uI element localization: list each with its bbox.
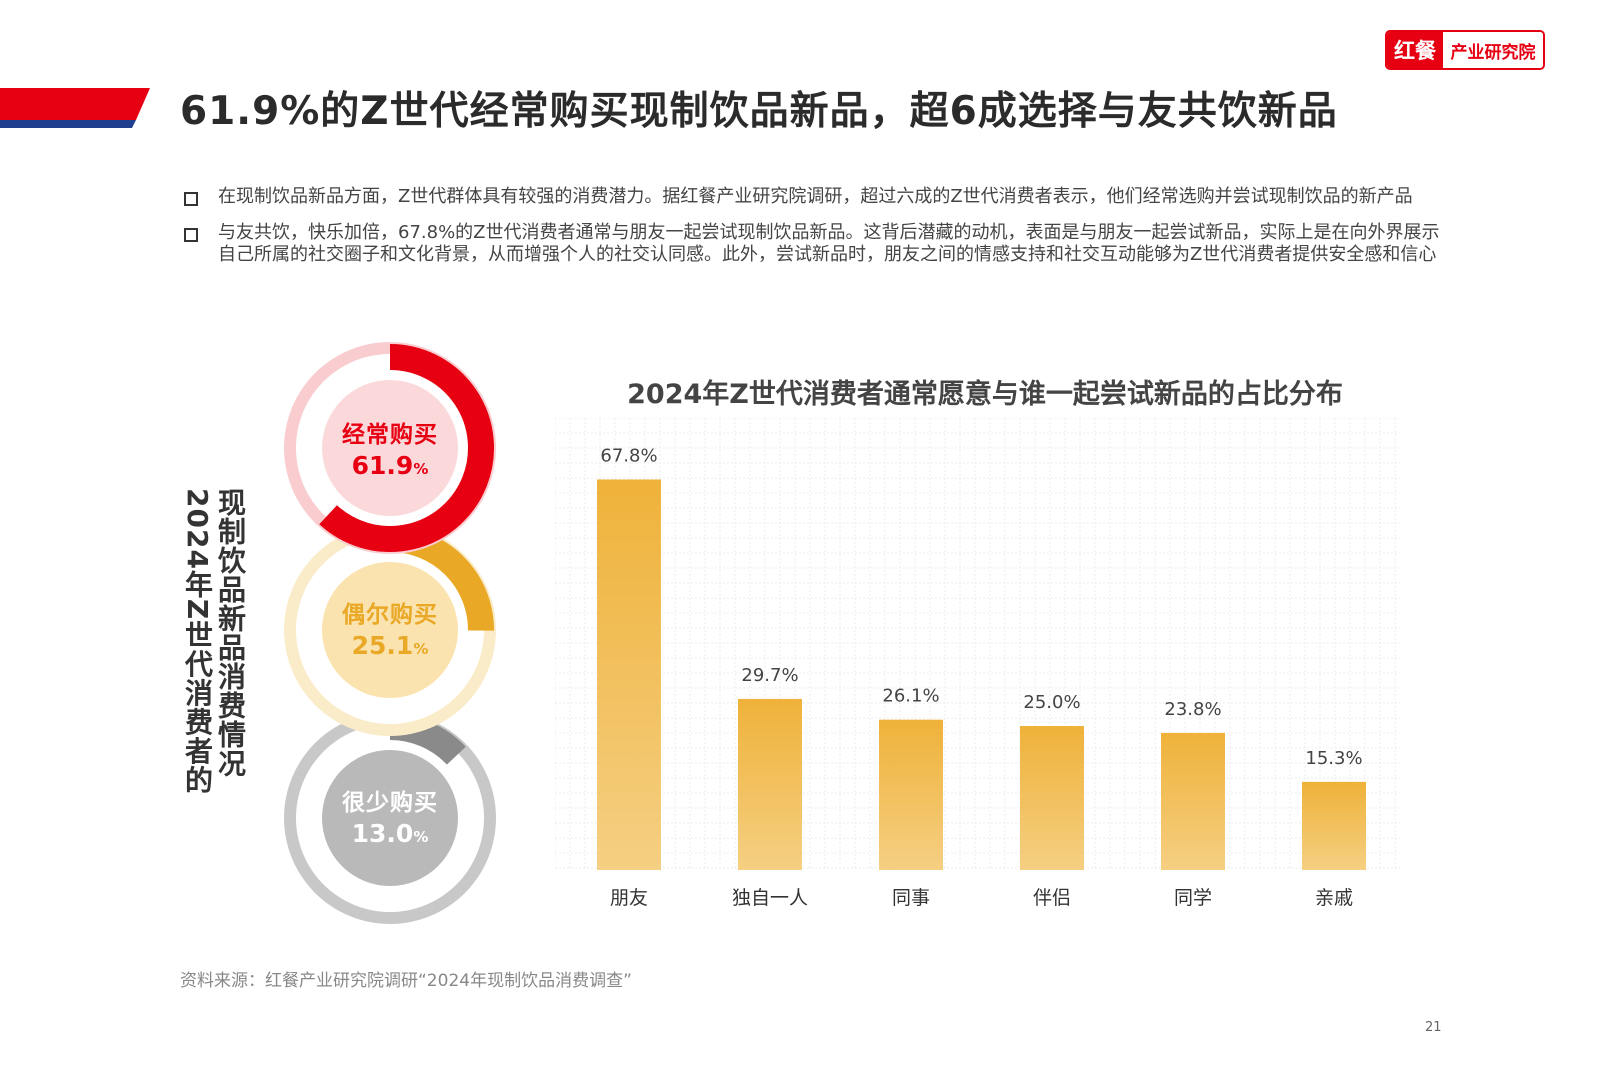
- logo-text: 产业研究院: [1443, 32, 1543, 68]
- donut-value: 13.0%: [280, 819, 500, 848]
- bullet-list: 在现制饮品新品方面，Z世代群体具有较强的消费潜力。据红餐产业研究院调研，超过六成…: [180, 186, 1440, 280]
- bar-value-label: 25.0%: [1023, 692, 1080, 713]
- donut-stack: 经常购买 61.9% 偶尔购买 25.1% 很少购买 13.0%: [280, 340, 500, 930]
- bar-value-label: 26.1%: [882, 686, 939, 707]
- donut-value: 61.9%: [280, 451, 500, 480]
- bar-0: [597, 479, 661, 870]
- page-number: 21: [1425, 1020, 1442, 1035]
- donut-label-rare: 很少购买 13.0%: [280, 783, 500, 848]
- logo-mark: 红餐: [1387, 32, 1443, 68]
- bar-5: [1302, 781, 1366, 870]
- x-tick-label: 亲戚: [1315, 887, 1353, 909]
- donut-value-unit: %: [413, 640, 429, 658]
- bar-value-label: 15.3%: [1305, 748, 1362, 769]
- bullet-square-icon: [184, 192, 198, 206]
- bullet-text: 与友共饮，快乐加倍，67.8%的Z世代消费者通常与朋友一起尝试现制饮品新品。这背…: [218, 222, 1440, 265]
- donut-name: 很少购买: [342, 790, 438, 816]
- header-accent-bar: [0, 88, 150, 128]
- bar-value-label: 23.8%: [1164, 699, 1221, 720]
- vertical-label-line2: 现制饮品新品消费情况: [214, 488, 247, 778]
- donut-value-number: 13.0: [351, 819, 414, 848]
- donut-center: [322, 562, 458, 698]
- chart-title: 2024年Z世代消费者通常愿意与谁一起尝试新品的占比分布: [627, 379, 1343, 410]
- donut-label-occasional: 偶尔购买 25.1%: [280, 595, 500, 660]
- vertical-label-line1: 2024年Z世代消费者的: [181, 488, 214, 795]
- bullet-item: 与友共饮，快乐加倍，67.8%的Z世代消费者通常与朋友一起尝试现制饮品新品。这背…: [180, 222, 1440, 266]
- donut-name: 偶尔购买: [342, 602, 438, 628]
- bar-1: [738, 698, 802, 870]
- donut-value-number: 61.9: [351, 451, 414, 480]
- chart-grid: [555, 418, 1400, 870]
- x-tick-label: 朋友: [610, 887, 648, 909]
- bar-value-label: 29.7%: [741, 665, 798, 686]
- donut-value-unit: %: [413, 460, 429, 478]
- bar-4: [1161, 732, 1225, 870]
- bar-chart: 67.8% 朋友 29.7% 独自一人 26.1% 同事 25.0% 伴侣 23.8% 同学 15.…: [555, 418, 1400, 909]
- donut-center: [322, 750, 458, 886]
- donut-name: 经常购买: [342, 422, 438, 448]
- bullet-square-icon: [184, 228, 198, 242]
- brand-logo: 红餐 产业研究院: [1385, 30, 1545, 70]
- donut-graphics: [284, 342, 496, 924]
- page-title: 61.9%的Z世代经常购买现制饮品新品，超6成选择与友共饮新品: [180, 89, 1338, 134]
- donut-value-number: 25.1: [351, 631, 414, 660]
- x-tick-label: 伴侣: [1033, 887, 1071, 909]
- bar-2: [879, 719, 943, 870]
- x-tick-label: 同事: [892, 887, 930, 909]
- donut-arc: [319, 344, 494, 552]
- x-tick-label: 同学: [1174, 887, 1212, 909]
- bullet-text: 在现制饮品新品方面，Z世代群体具有较强的消费潜力。据红餐产业研究院调研，超过六成…: [218, 186, 1413, 207]
- donut-value: 25.1%: [280, 631, 500, 660]
- source-note: 资料来源：红餐产业研究院调研“2024年现制饮品消费调查”: [180, 971, 632, 991]
- donut-label-frequent: 经常购买 61.9%: [280, 415, 500, 480]
- bar-value-label: 67.8%: [600, 445, 657, 466]
- donut-value-unit: %: [413, 828, 429, 846]
- bar-3: [1020, 726, 1084, 870]
- x-tick-label: 独自一人: [732, 887, 808, 909]
- bullet-item: 在现制饮品新品方面，Z世代群体具有较强的消费潜力。据红餐产业研究院调研，超过六成…: [180, 186, 1440, 208]
- donut-center: [322, 380, 458, 516]
